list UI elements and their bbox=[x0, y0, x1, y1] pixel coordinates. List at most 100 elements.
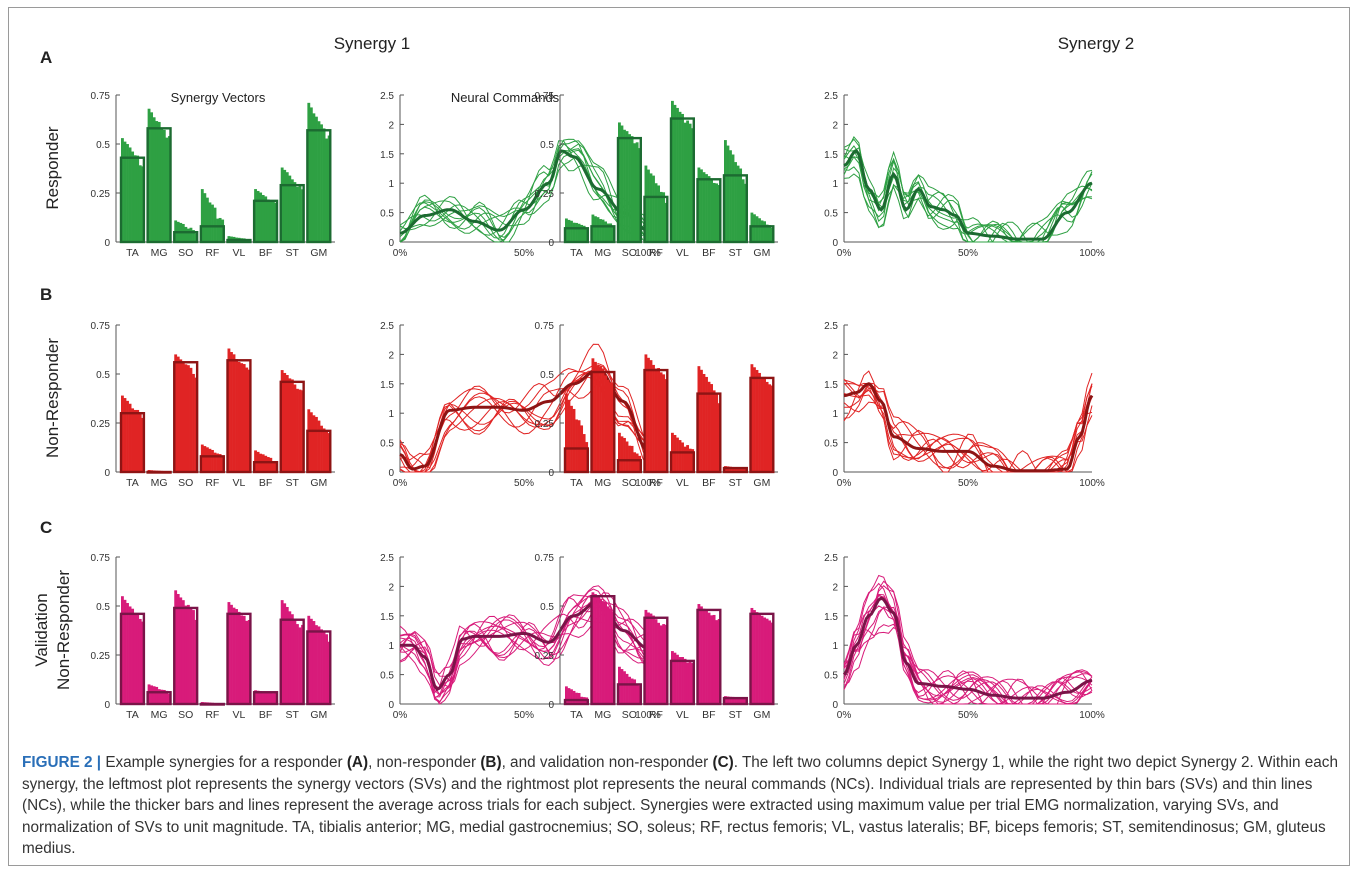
trial-bar bbox=[232, 354, 236, 472]
sv-panel-label: Synergy Vectors bbox=[171, 90, 266, 105]
trial-bar bbox=[128, 147, 132, 242]
y-tick-label: 0 bbox=[104, 468, 110, 479]
trial-bar bbox=[618, 432, 621, 472]
trial-bar bbox=[649, 173, 653, 242]
y-tick-label: 1.5 bbox=[380, 150, 394, 161]
trial-bar bbox=[628, 676, 631, 704]
y-tick-label: 0.75 bbox=[535, 321, 555, 332]
trial-bar bbox=[736, 697, 740, 704]
trial-bar bbox=[649, 613, 653, 704]
trial-bar bbox=[702, 172, 706, 242]
mean-bar bbox=[590, 370, 616, 474]
trial-bar bbox=[659, 625, 663, 704]
trial-bar bbox=[567, 399, 571, 472]
trial-bar bbox=[290, 379, 294, 472]
trial-bar bbox=[765, 381, 769, 472]
trial-bar bbox=[724, 696, 727, 704]
x-tick-label: 0% bbox=[393, 478, 408, 489]
trial-bar bbox=[705, 376, 708, 472]
column-title: Synergy 1 bbox=[334, 34, 411, 53]
trial-line bbox=[843, 401, 1093, 473]
trial-bar bbox=[259, 192, 263, 242]
y-tick-label: 2.5 bbox=[824, 321, 838, 332]
y-tick-label: 1.5 bbox=[824, 612, 838, 623]
trial-bar bbox=[266, 692, 270, 704]
trial-bar bbox=[575, 692, 578, 704]
trial-bar bbox=[753, 610, 756, 704]
trial-bar bbox=[623, 671, 626, 704]
mean-line bbox=[843, 148, 1093, 241]
trial-bar bbox=[710, 615, 713, 704]
trial-bar bbox=[285, 172, 289, 242]
x-tick-label: 100% bbox=[635, 248, 661, 259]
trial-bar bbox=[760, 377, 764, 472]
trial-bar bbox=[763, 617, 766, 704]
trial-bar bbox=[604, 221, 607, 242]
trial-bar bbox=[657, 185, 660, 242]
x-tick-label: 50% bbox=[958, 248, 978, 259]
trial-bar bbox=[269, 692, 273, 704]
trial-bar bbox=[200, 444, 204, 472]
trial-bar bbox=[726, 145, 730, 242]
trial-bar bbox=[570, 220, 573, 242]
trial-bar bbox=[138, 618, 142, 704]
mean-bar bbox=[749, 612, 775, 706]
trial-bar bbox=[671, 651, 674, 704]
x-tick-label: BF bbox=[259, 477, 272, 489]
trial-bar bbox=[620, 125, 624, 242]
x-tick-label: TA bbox=[570, 477, 583, 489]
trial-bar bbox=[312, 415, 316, 472]
x-tick-label: 100% bbox=[635, 478, 661, 489]
mean-bar bbox=[722, 174, 748, 244]
mean-bar bbox=[643, 195, 669, 244]
y-tick-label: 1 bbox=[388, 179, 394, 190]
trial-bar bbox=[707, 176, 711, 242]
x-tick-label: 100% bbox=[1079, 478, 1105, 489]
x-tick-label: 50% bbox=[514, 710, 534, 721]
y-tick-label: 0.5 bbox=[380, 209, 394, 220]
y-tick-label: 0.5 bbox=[380, 671, 394, 682]
trial-bar bbox=[649, 360, 653, 472]
trial-bar bbox=[625, 131, 629, 242]
mean-line bbox=[399, 149, 649, 235]
x-tick-label: TA bbox=[126, 477, 139, 489]
trial-bar bbox=[181, 361, 185, 472]
mean-bar bbox=[252, 691, 279, 706]
caption-mid1: , non-responder bbox=[368, 754, 481, 771]
x-tick-label: SO bbox=[622, 247, 637, 259]
trial-bar bbox=[174, 354, 178, 472]
trial-bar bbox=[705, 610, 708, 704]
x-tick-label: 50% bbox=[514, 248, 534, 259]
x-tick-label: VL bbox=[233, 477, 246, 489]
trial-bar bbox=[123, 398, 127, 472]
x-tick-label: BF bbox=[702, 709, 715, 721]
x-tick-label: MG bbox=[151, 247, 168, 259]
trial-bar bbox=[662, 374, 666, 472]
x-tick-label: SO bbox=[622, 477, 637, 489]
x-tick-label: BF bbox=[702, 477, 715, 489]
x-tick-label: VL bbox=[233, 709, 246, 721]
trial-bar bbox=[683, 122, 687, 242]
trial-bar bbox=[652, 615, 655, 704]
trial-line bbox=[843, 582, 1093, 705]
y-tick-label: 1.5 bbox=[824, 380, 838, 391]
mean-bar bbox=[199, 702, 225, 706]
trial-bar bbox=[155, 121, 159, 242]
trial-bar bbox=[630, 678, 634, 704]
trial-bar bbox=[157, 689, 161, 704]
trial-bar bbox=[213, 207, 217, 242]
trial-bar bbox=[681, 442, 684, 472]
trial-bar bbox=[162, 129, 166, 242]
trial-bar bbox=[604, 375, 607, 472]
y-tick-label: 2 bbox=[388, 120, 394, 131]
y-tick-label: 0 bbox=[388, 238, 394, 249]
trial-bar bbox=[237, 361, 241, 472]
trial-bar bbox=[688, 123, 692, 242]
trial-bar bbox=[620, 669, 624, 704]
trial-bar bbox=[741, 698, 745, 704]
trial-bar bbox=[150, 685, 154, 704]
trial-bar bbox=[575, 222, 578, 242]
x-tick-label: TA bbox=[126, 709, 139, 721]
mean-bar bbox=[306, 630, 332, 706]
y-tick-label: 2.5 bbox=[380, 321, 394, 332]
